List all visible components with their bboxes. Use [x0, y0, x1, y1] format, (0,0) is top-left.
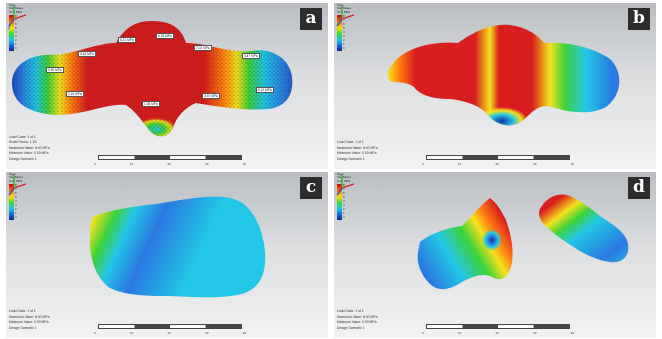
- axis-triad-icon: [336, 175, 355, 196]
- panel-label-d: d: [628, 177, 650, 199]
- annotation: 6.78 MPa: [156, 33, 174, 39]
- stress-plot-d: [417, 194, 629, 290]
- stress-plot-b: [387, 24, 620, 126]
- scale-labels-d: 0 10 20 30 40: [422, 331, 574, 335]
- result-info-d: Load Case: 1 of 1 Maximum Value: 8.00 MPa…: [337, 309, 378, 330]
- color-legend-c: [9, 184, 14, 220]
- annotation: 0.95 MPa: [46, 67, 64, 73]
- scale-labels-b: 0 10 20 30 40: [422, 162, 574, 166]
- axis-triad-icon: [8, 175, 27, 196]
- panel-label-c: c: [300, 177, 322, 199]
- panel-label-b: b: [628, 8, 650, 30]
- legend-title-d: Type Von Mises Unit: MPa: [337, 172, 351, 183]
- scale-bar-a: [98, 155, 242, 160]
- scale-bar-b: [426, 155, 570, 160]
- result-info-a: Load Case: 1 of 1 Scale Factor: 1.00 Maxim…: [9, 134, 50, 161]
- annotation: 5.21 MPa: [118, 37, 136, 43]
- legend-title-c: Type Von Mises Unit: MPa: [9, 172, 23, 183]
- scale-bar-d: [426, 324, 570, 329]
- stress-plot-c: [90, 196, 266, 298]
- axis-triad-icon: z: [8, 6, 27, 29]
- scale-bar-c: [98, 324, 242, 329]
- color-legend-d: [337, 184, 342, 220]
- annotation: 3.64 MPa: [78, 51, 96, 57]
- scale-labels-c: 0 10 20 30 40: [94, 331, 246, 335]
- panel-label-a: a: [300, 8, 322, 30]
- annotation: 2.15 MPa: [66, 91, 84, 97]
- stress-plot-a: [12, 21, 293, 137]
- annotation: 3.91 MPa: [202, 93, 220, 99]
- axis-triad-icon: [336, 6, 355, 27]
- svg-text:z: z: [8, 25, 11, 29]
- legend-title-b: Type Von Mises Unit: MPa: [337, 3, 351, 14]
- annotation: 6.12 MPa: [256, 87, 274, 93]
- annotation: 4.47 MPa: [242, 53, 260, 59]
- result-info-c: Load Case: 1 of 1 Maximum Value: 8.00 MPa…: [9, 309, 50, 330]
- scale-labels-a: 0 10 20 30 40: [94, 162, 246, 166]
- legend-title-a: Type Von Mises Unit: MPa: [9, 3, 23, 14]
- color-legend-a: [9, 15, 14, 51]
- annotation: 1.08 MPa: [142, 101, 160, 107]
- color-legend-b: [337, 15, 342, 51]
- annotation: 7.02 MPa: [194, 45, 212, 51]
- result-info-b: Load Case: 1 of 1 Maximum Value: 8.00 MPa…: [337, 140, 378, 161]
